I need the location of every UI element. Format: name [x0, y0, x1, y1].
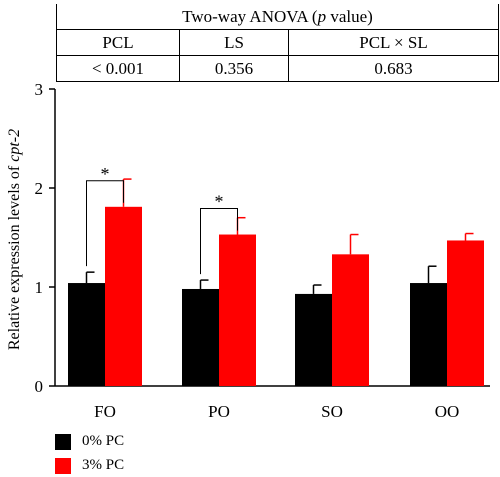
- anova-title: Two-way ANOVA (p value): [56, 4, 499, 30]
- legend-label-0pc: 0% PC: [82, 433, 125, 449]
- y-tick-label-3: 3: [35, 80, 44, 99]
- anova-value-interaction: 0.683: [288, 55, 499, 82]
- significance-label-po: *: [215, 192, 224, 212]
- legend-swatch-3pc: [55, 457, 71, 474]
- bar-fo-0: [68, 283, 105, 386]
- bar-so-1: [332, 254, 369, 386]
- anova-header-ls: LS: [179, 29, 289, 56]
- bar-po-0: [182, 288, 219, 386]
- y-axis-label: Relative expression levels of cpt-2: [6, 129, 23, 350]
- bar-oo-1: [447, 240, 484, 386]
- anova-title-p: p: [317, 6, 327, 26]
- y-tick-label-2: 2: [35, 179, 44, 198]
- anova-value-ls: 0.356: [179, 55, 289, 82]
- x-tick-label-oo: OO: [435, 402, 460, 421]
- anova-value-pcl: < 0.001: [56, 55, 180, 82]
- significance-bracket-po: [200, 208, 238, 275]
- anova-title-pre: Two-way ANOVA (: [182, 6, 318, 26]
- legend-swatch-0pc: [55, 433, 71, 450]
- bar-so-0: [295, 293, 332, 386]
- significance-label-fo: *: [101, 164, 110, 184]
- bar-oo-0: [410, 283, 447, 386]
- significance-bracket-fo: [86, 180, 124, 267]
- anova-header-interaction: PCL × SL: [288, 29, 499, 56]
- anova-header-pcl: PCL: [56, 29, 180, 56]
- x-tick-label-fo: FO: [94, 402, 116, 421]
- legend-label-3pc: 3% PC: [82, 457, 125, 473]
- bar-fo-1: [105, 206, 142, 386]
- legend-item-3pc: 3% PC: [55, 457, 124, 474]
- x-tick-label-so: SO: [321, 402, 343, 421]
- y-tick-label-0: 0: [35, 377, 44, 396]
- anova-title-post: value): [326, 6, 373, 26]
- bar-po-1: [219, 234, 256, 386]
- y-tick-label-1: 1: [35, 278, 44, 297]
- anova-table: Two-way ANOVA (p value) PCL LS PCL × SL …: [56, 4, 499, 82]
- legend-item-0pc: 0% PC: [55, 433, 124, 450]
- x-tick-label-po: PO: [208, 402, 230, 421]
